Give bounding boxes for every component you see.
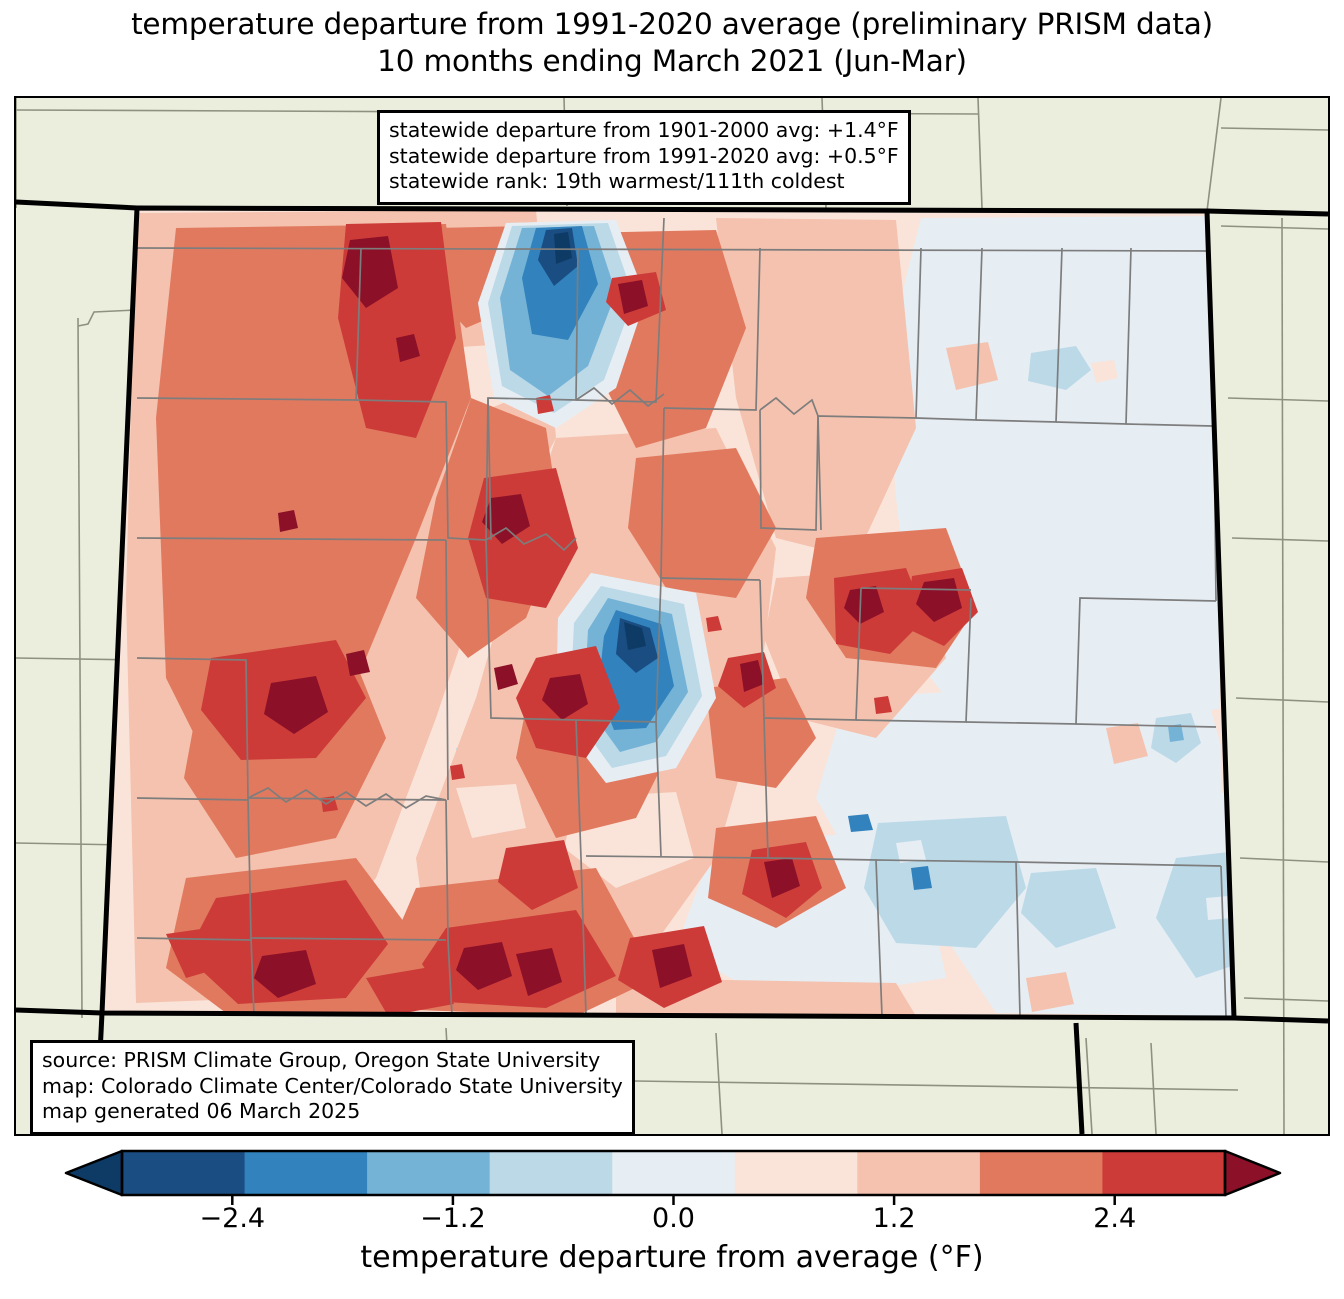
colorbar-extend-high <box>1223 1149 1282 1197</box>
colorbar-swatches <box>64 1149 1282 1205</box>
temperature-anomaly-contours <box>102 208 1234 1018</box>
stats-line-1: statewide departure from 1901-2000 avg: … <box>389 118 899 142</box>
colorbar-band <box>979 1151 1104 1195</box>
colorbar-tick-label: 0.0 <box>652 1203 695 1234</box>
colorbar-band <box>489 1151 613 1195</box>
source-line-3: map generated 06 March 2025 <box>42 1099 361 1123</box>
source-line-2: map: Colorado Climate Center/Colorado St… <box>42 1073 623 1098</box>
colorbar-band <box>244 1151 368 1195</box>
source-attribution-box: source: PRISM Climate Group, Oregon Stat… <box>30 1040 635 1135</box>
colorbar-tick-label: −2.4 <box>199 1203 266 1234</box>
colorbar-tick-label: 1.2 <box>872 1203 916 1234</box>
colorbar-band <box>367 1151 491 1195</box>
stats-line-2: statewide departure from 1991-2020 avg: … <box>389 143 899 168</box>
statewide-stats-box: statewide departure from 1901-2000 avg: … <box>377 110 911 205</box>
colorbar-title: temperature departure from average (°F) <box>360 1240 984 1275</box>
colorbar-band <box>122 1151 246 1195</box>
colorbar: −2.4 −1.2 0.0 1.2 2.4 temperature departure … <box>0 1143 1344 1299</box>
colorbar-band <box>734 1151 858 1195</box>
colorado-anomaly-map <box>16 98 1328 1134</box>
colorbar-extend-low <box>64 1149 124 1197</box>
colorbar-tick-label: −1.2 <box>420 1203 486 1234</box>
colorbar-tick-label: 2.4 <box>1093 1203 1137 1234</box>
source-line-1: source: PRISM Climate Group, Oregon Stat… <box>42 1048 601 1072</box>
title-line-2: 10 months ending March 2021 (Jun-Mar) <box>377 44 967 78</box>
colorbar-band <box>857 1151 981 1195</box>
colorbar-band <box>1102 1151 1226 1195</box>
map-panel <box>14 96 1330 1136</box>
title-line-1: temperature departure from 1991-2020 ave… <box>131 7 1213 41</box>
stats-line-3: statewide rank: 19th warmest/111th colde… <box>389 169 845 193</box>
colorbar-band <box>612 1151 736 1195</box>
county-boundaries <box>136 217 1227 1017</box>
page-title: temperature departure from 1991-2020 ave… <box>0 6 1344 80</box>
